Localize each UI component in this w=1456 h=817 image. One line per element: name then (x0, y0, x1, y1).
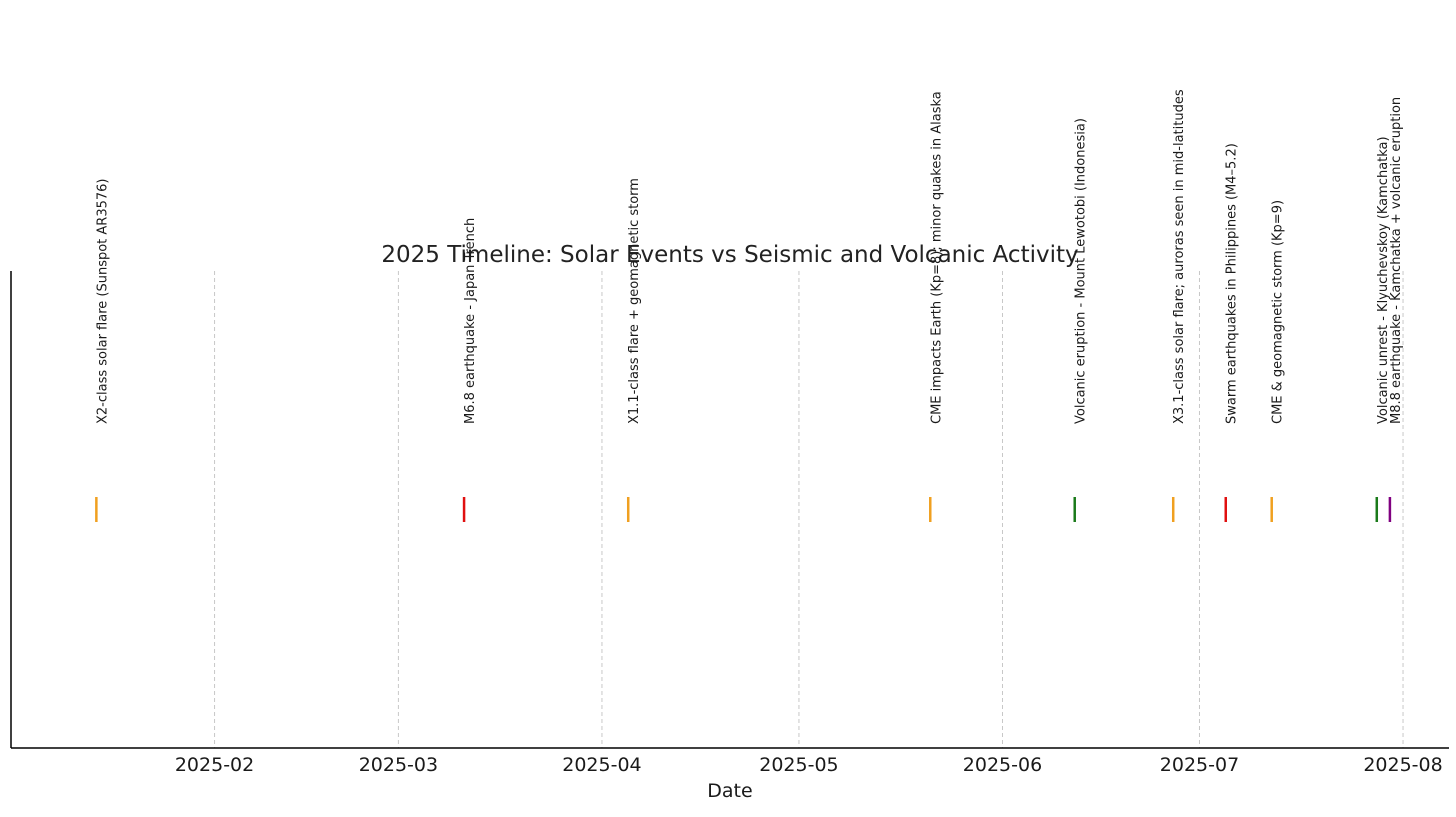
event-label: CME & geomagnetic storm (Kp=9) (1271, 200, 1286, 424)
event-label: M8.8 earthquake - Kamchatka + volcanic e… (1389, 97, 1404, 424)
x-tick-label: 2025-04 (562, 754, 641, 776)
gridlines (214, 271, 1404, 748)
event-label: CME impacts Earth (Kp=8); minor quakes i… (929, 91, 944, 424)
events: X2-class solar flare (Sunspot AR3576) M6.… (95, 89, 1404, 522)
x-tick-label: 2025-08 (1363, 754, 1442, 776)
event-label: Volcanic unrest - Klyuchevskoy (Kamchatk… (1376, 136, 1391, 424)
event-label: X1.1-class flare + geomagnetic storm (627, 178, 642, 424)
axes (10, 271, 1449, 749)
event-label: M6.8 earthquake - Japan Trench (463, 218, 478, 424)
event-label: X2-class solar flare (Sunspot AR3576) (95, 179, 110, 424)
x-axis-label: Date (707, 780, 752, 802)
x-tick-label: 2025-02 (175, 754, 254, 776)
x-tick-label: 2025-05 (759, 754, 838, 776)
x-tick-label: 2025-07 (1160, 754, 1239, 776)
event-label: X3.1-class solar flare; auroras seen in … (1172, 89, 1187, 424)
chart-title: 2025 Timeline: Solar Events vs Seismic a… (381, 242, 1078, 268)
event-label: Swarm earthquakes in Philippines (M4–5.2… (1225, 143, 1240, 424)
x-tick-label: 2025-03 (359, 754, 438, 776)
event-label: Volcanic eruption - Mount Lewotobi (Indo… (1074, 118, 1089, 424)
x-ticks: 2025-02 2025-03 2025-04 2025-05 2025-06 2025-… (175, 754, 1443, 776)
x-tick-label: 2025-06 (963, 754, 1042, 776)
